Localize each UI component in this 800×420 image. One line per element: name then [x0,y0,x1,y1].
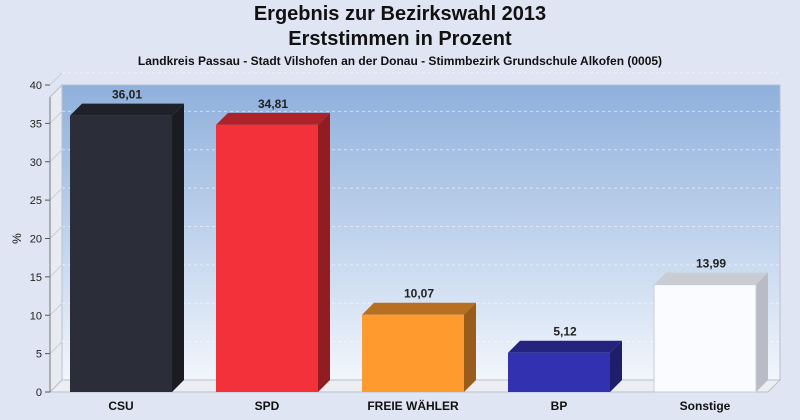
gridline-side [49,187,63,201]
x-tick-label: FREIE WÄHLER [367,398,459,413]
plot-side-wall [49,83,63,394]
bar-csu[interactable] [70,115,172,392]
y-tick-label: 5 [36,349,42,361]
y-tick-label: 40 [30,80,42,92]
bar-freie-w-hler[interactable] [362,314,464,392]
chart-title: Ergebnis zur Bezirkswahl 2013 [253,3,547,25]
y-axis-label: % [10,233,24,244]
gridline-side [49,149,63,163]
bar-top-face [508,340,622,353]
bar-side-face [464,302,476,392]
gridline-side [49,302,63,316]
bar-value-label: 36,01 [112,88,142,102]
y-tick-label: 0 [36,387,42,399]
bar-bp[interactable] [508,352,610,392]
bar-side-face [172,103,184,392]
y-tick-label: 15 [30,272,42,284]
bar-side-face [610,340,622,392]
bar-top-face [216,112,330,125]
bar-value-label: 10,07 [404,287,434,301]
x-tick-label: BP [551,399,568,413]
y-tick-label: 20 [30,234,42,246]
y-tick-label: 35 [30,118,42,130]
bar-sonstige[interactable] [653,284,757,393]
chart-subtitle-main: Erststimmen in Prozent [288,28,512,50]
y-tick-label: 10 [30,310,42,322]
y-tick-label: 30 [30,157,42,169]
x-tick-label: SPD [255,399,280,413]
bar-value-label: 34,81 [258,97,288,111]
x-tick-label: CSU [108,399,133,413]
bar-side-face [318,112,330,392]
chart-subtitle-location: Landkreis Passau - Stadt Vilshofen an de… [137,54,663,68]
bar-spd[interactable] [216,124,318,392]
bar-top-face [70,103,184,116]
y-tick-label: 25 [30,195,42,207]
gridline-side [49,264,63,278]
gridline-side [49,72,63,86]
bar-top-face [362,302,476,315]
bar-side-face [756,272,768,392]
bar-top-face [654,272,768,285]
gridline-side [49,226,63,239]
x-tick-label: Sonstige [680,399,731,413]
bar-value-label: 13,99 [696,257,726,271]
gridline-side [49,341,63,354]
bar-value-label: 5,12 [553,325,577,339]
gridline-side [49,111,63,124]
